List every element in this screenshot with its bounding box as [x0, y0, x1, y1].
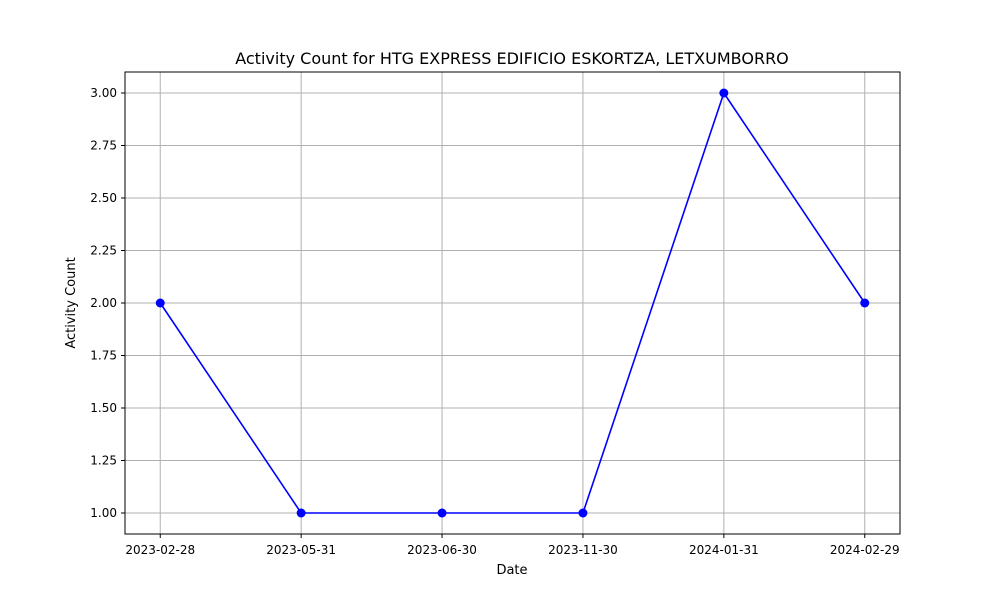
data-point-marker	[578, 508, 588, 518]
axis-ticks: 2023-02-28 2023-05-31 2023-06-30 2023-11-30…	[90, 86, 899, 557]
chart-title: Activity Count for HTG EXPRESS EDIFICIO …	[235, 49, 789, 68]
y-tick-label: 2.00	[90, 296, 117, 310]
data-point-marker	[860, 298, 870, 308]
y-tick-label: 1.25	[90, 454, 117, 468]
y-tick-label: 1.50	[90, 401, 117, 415]
y-tick-label: 2.25	[90, 244, 117, 258]
x-axis-label: Date	[496, 563, 527, 578]
data-point-marker	[296, 508, 306, 518]
y-tick-label: 1.00	[90, 506, 117, 520]
x-tick-label: 2023-11-30	[548, 543, 618, 557]
y-tick-label: 1.75	[90, 349, 117, 363]
data-point-marker	[155, 298, 165, 308]
x-tick-label: 2023-05-31	[266, 543, 336, 557]
y-axis-label: Activity Count	[64, 257, 79, 348]
x-tick-label: 2023-02-28	[125, 543, 195, 557]
x-tick-label: 2023-06-30	[407, 543, 477, 557]
data-point-marker	[437, 508, 447, 518]
data-point-marker	[719, 88, 729, 98]
y-tick-label: 3.00	[90, 86, 117, 100]
x-tick-label: 2024-02-29	[830, 543, 900, 557]
y-tick-label: 2.75	[90, 139, 117, 153]
series-layer	[155, 88, 870, 518]
y-tick-label: 2.50	[90, 191, 117, 205]
x-tick-label: 2024-01-31	[689, 543, 759, 557]
series-line	[159, 92, 866, 514]
